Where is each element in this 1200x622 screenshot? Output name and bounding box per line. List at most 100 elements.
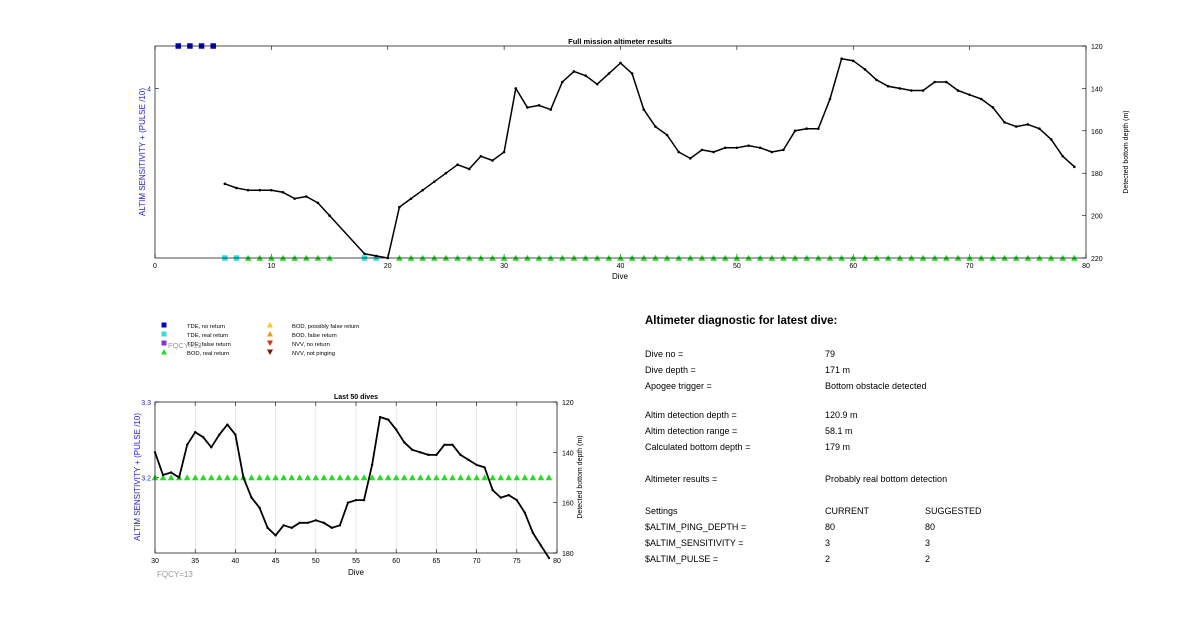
- depth-point: [456, 163, 459, 167]
- depth-point: [515, 498, 518, 502]
- settings-header: Settings: [645, 506, 678, 516]
- x-tick-label: 35: [191, 558, 199, 565]
- depth-point: [547, 556, 551, 560]
- status-marker-bod-real-return: [328, 474, 336, 481]
- diagnostic-label: Dive depth =: [645, 365, 696, 375]
- legend-marker: [267, 322, 273, 328]
- depth-series-line: [154, 416, 550, 559]
- depth-point: [886, 84, 890, 88]
- depth-point: [1049, 137, 1053, 141]
- depth-point: [403, 441, 406, 444]
- depth-point: [304, 195, 308, 198]
- depth-point: [459, 453, 462, 457]
- depth-point: [354, 498, 358, 502]
- legend-marker: [267, 340, 273, 346]
- y-right-tick-label: 180: [1091, 171, 1103, 178]
- depth-point: [202, 436, 205, 439]
- y-right-tick-label: 140: [562, 450, 574, 457]
- status-marker-bod-real-return: [368, 474, 376, 481]
- x-tick-label: 70: [966, 263, 974, 270]
- chart2-ylabel-right: Detected bottom depth (m): [577, 435, 584, 518]
- status-marker-bod-real-return: [344, 474, 352, 481]
- depth-point: [443, 443, 446, 446]
- depth-point: [330, 526, 334, 530]
- depth-point: [363, 252, 366, 256]
- status-marker-bod-real-return: [449, 474, 456, 481]
- depth-point: [433, 180, 436, 183]
- y-right-tick-label: 180: [562, 551, 574, 558]
- chart1-ylabel-right: Detected bottom depth (m): [1123, 110, 1130, 193]
- depth-point: [979, 97, 983, 101]
- depth-point: [242, 476, 245, 479]
- x-tick-label: 55: [352, 558, 360, 565]
- depth-point: [322, 521, 326, 524]
- diagnostic-label: Altim detection depth =: [645, 410, 737, 420]
- depth-point: [161, 473, 165, 477]
- depth-point: [584, 74, 587, 77]
- legend-label: NVV, no return: [292, 342, 330, 348]
- x-tick-label: 80: [1082, 263, 1090, 270]
- diagnostic-value: Bottom obstacle detected: [825, 381, 927, 391]
- depth-point: [491, 488, 494, 492]
- depth-point: [282, 524, 285, 527]
- depth-point: [523, 511, 527, 514]
- altimeter-diagnostic-panel: Altimeter diagnostic for latest dive: Di…: [645, 312, 1125, 582]
- depth-point: [539, 544, 543, 547]
- status-marker-bod-real-return: [232, 474, 239, 481]
- depth-point: [362, 498, 366, 502]
- status-marker-bod-real-return: [433, 474, 440, 481]
- status-marker-bod-real-return: [513, 474, 521, 481]
- status-marker-bod-real-return: [545, 474, 553, 481]
- diagnostic-label: Altim detection range =: [645, 426, 738, 436]
- last-50-dives-chart: Last 50 dives 30 35 40 45 50 55 60 65 70 75 80 3.2 3…: [133, 394, 584, 577]
- setting-suggested: 3: [925, 538, 931, 548]
- depth-point: [968, 93, 971, 97]
- depth-point: [398, 205, 401, 209]
- depth-point: [572, 70, 576, 73]
- x-tick-label: 50: [733, 263, 741, 270]
- status-marker-bod-real-return: [465, 474, 472, 481]
- depth-point: [770, 150, 774, 154]
- depth-point: [266, 526, 269, 530]
- diagnostic-value: 120.9 m: [825, 410, 858, 420]
- depth-series-line: [224, 57, 1075, 259]
- depth-point: [235, 186, 238, 190]
- status-marker-bod-real-return: [224, 474, 231, 481]
- depth-point: [735, 146, 739, 150]
- legend-label: TDE, real return: [187, 333, 228, 339]
- status-marker-bod-real-return: [384, 474, 392, 481]
- depth-point: [270, 188, 273, 192]
- depth-point: [782, 148, 785, 152]
- status-marker-bod-real-return: [417, 474, 424, 481]
- depth-point: [290, 526, 293, 530]
- depth-point: [828, 97, 832, 101]
- depth-point: [374, 254, 378, 258]
- status-marker-bod-real-return: [191, 474, 199, 481]
- depth-point: [531, 531, 535, 535]
- depth-point: [451, 443, 454, 446]
- setting-suggested: 80: [925, 522, 936, 532]
- setting-name: $ALTIM_PULSE =: [645, 554, 719, 564]
- setting-current: 3: [825, 538, 831, 548]
- depth-point: [338, 524, 342, 527]
- depth-point: [607, 72, 611, 75]
- depth-point: [314, 519, 317, 522]
- depth-point: [386, 418, 390, 421]
- status-marker-bod-real-return: [159, 474, 167, 481]
- status-marker-bod-real-return: [360, 474, 368, 481]
- chart2-xlabel: Dive: [348, 568, 365, 577]
- status-marker-bod-real-return: [320, 474, 328, 481]
- depth-point: [898, 87, 902, 90]
- depth-point: [507, 493, 510, 497]
- depth-point: [483, 466, 486, 469]
- status-marker-bod-real-return: [441, 474, 448, 481]
- status-marker-bod-real-return: [376, 474, 384, 481]
- depth-point: [306, 521, 309, 524]
- chart2-axes-box: [154, 401, 558, 554]
- x-tick-label: 65: [433, 558, 441, 565]
- depth-point: [258, 188, 262, 192]
- status-marker-bod-real-return: [280, 474, 287, 481]
- depth-point: [346, 501, 350, 504]
- legend-label: BOD, possibly false return: [292, 324, 359, 330]
- depth-point: [956, 89, 960, 92]
